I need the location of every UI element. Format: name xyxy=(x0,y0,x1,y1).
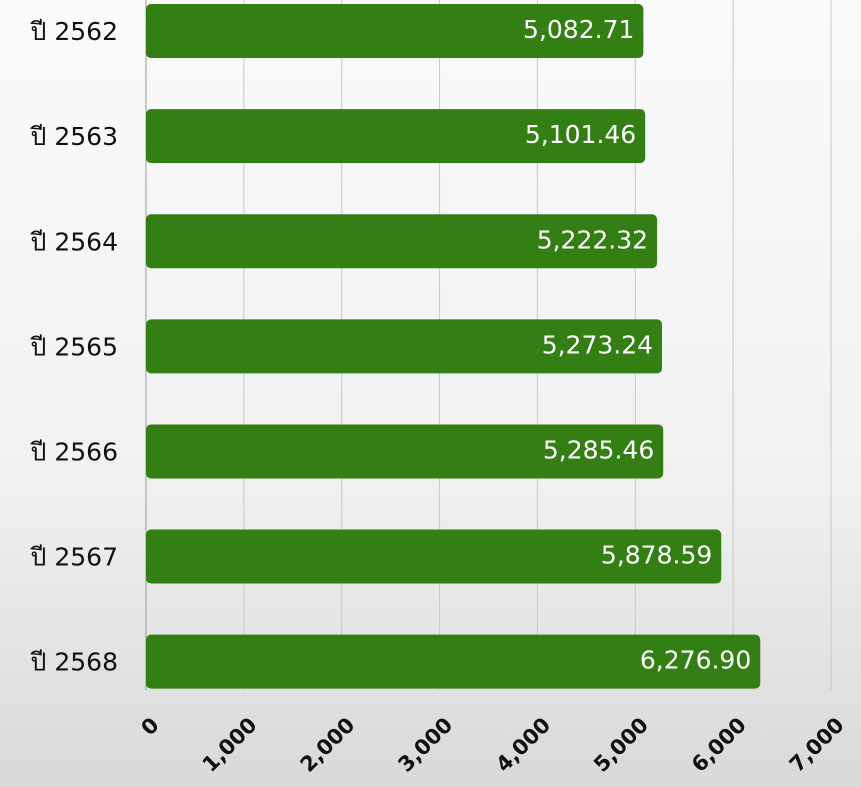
y-tick-label: ปี 2568 xyxy=(30,648,118,677)
data-label: 5,222.32 xyxy=(537,225,648,254)
x-tick-label: 2,000 xyxy=(296,713,360,777)
bar xyxy=(146,214,658,269)
x-tick-label: 5,000 xyxy=(589,713,653,777)
x-tick-label: 4,000 xyxy=(491,713,555,777)
x-tick-label: 6,000 xyxy=(687,713,751,777)
bar xyxy=(146,109,646,164)
y-tick-label: ปี 2563 xyxy=(30,122,118,151)
data-label: 5,878.59 xyxy=(601,541,712,570)
x-tick-label: 3,000 xyxy=(393,713,457,777)
y-tick-label: ปี 2565 xyxy=(30,332,118,361)
y-tick-label: ปี 2567 xyxy=(30,543,118,572)
y-tick-label: ปี 2566 xyxy=(30,437,118,466)
x-tick-label: 0 xyxy=(136,713,163,740)
data-label: 5,285.46 xyxy=(543,435,654,464)
bar xyxy=(146,634,761,689)
data-label: 6,276.90 xyxy=(640,646,751,675)
bar xyxy=(146,424,664,479)
bar xyxy=(146,529,722,584)
bar xyxy=(146,319,663,374)
x-tick-label: 7,000 xyxy=(785,713,849,777)
x-tick-label: 1,000 xyxy=(198,713,262,777)
data-label: 5,082.71 xyxy=(523,15,634,44)
data-label: 5,101.46 xyxy=(525,120,636,149)
data-label: 5,273.24 xyxy=(542,330,653,359)
bar xyxy=(146,4,644,59)
y-tick-label: ปี 2562 xyxy=(30,17,118,46)
y-tick-label: ปี 2564 xyxy=(30,227,118,256)
